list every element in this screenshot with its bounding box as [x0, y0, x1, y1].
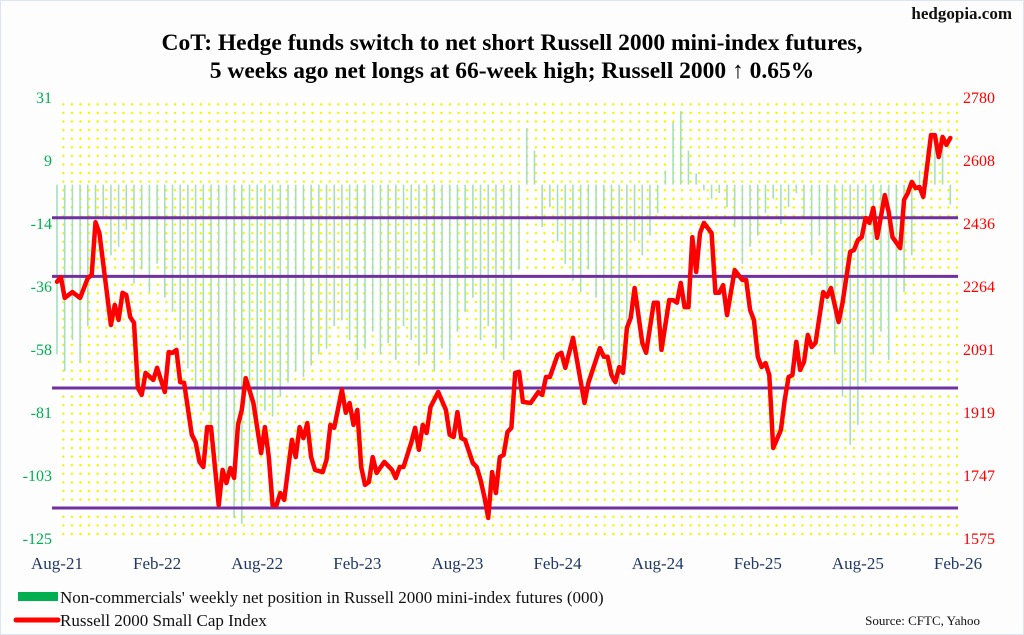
chart-title-line-2: 5 weeks ago net longs at 66-week high; R… [210, 58, 814, 84]
x-tick-label: Feb-23 [333, 554, 381, 573]
right-tick-label: 2091 [963, 342, 995, 359]
x-axis-ticks: Aug-21 Feb-22 Aug-22 Feb-23 Aug-23 Feb-24 Aug-… [31, 554, 982, 573]
x-tick-label: Feb-22 [133, 554, 181, 573]
left-tick-label: -58 [31, 342, 52, 359]
left-axis-ticks: 31 9 -14 -36 -58 -81 -103 -125 [23, 90, 52, 548]
x-tick-label: Feb-25 [734, 554, 782, 573]
x-tick-label: Feb-26 [934, 554, 982, 573]
legend-swatch-bars [18, 592, 58, 601]
x-tick-label: Aug-24 [632, 554, 684, 573]
x-tick-label: Aug-22 [231, 554, 283, 573]
plot-area [57, 97, 958, 538]
horizontal-levels [52, 216, 958, 510]
left-tick-label: -81 [31, 405, 52, 422]
left-tick-label: -103 [23, 468, 52, 485]
x-tick-label: Aug-23 [431, 554, 483, 573]
right-tick-label: 1919 [963, 405, 995, 422]
right-tick-label: 2780 [963, 90, 995, 107]
chart-title-line-1: CoT: Hedge funds switch to net short Rus… [162, 30, 863, 56]
x-tick-label: Aug-25 [832, 554, 884, 573]
x-tick-label: Feb-24 [533, 554, 582, 573]
left-tick-label: -14 [31, 216, 52, 233]
right-tick-label: 2436 [963, 216, 995, 233]
left-tick-label: 9 [44, 153, 52, 170]
left-tick-label: -125 [23, 531, 52, 548]
x-tick-label: Aug-21 [31, 554, 83, 573]
right-tick-label: 2264 [963, 279, 995, 296]
left-tick-label: 31 [36, 90, 52, 107]
left-tick-label: -36 [31, 279, 52, 296]
site-watermark: hedgopia.com [911, 4, 1012, 23]
russell-2000-line [54, 132, 953, 521]
right-tick-label: 2608 [963, 153, 995, 170]
source-note: Source: CFTC, Yahoo [865, 613, 980, 628]
legend-label-bars: Non-commercials' weekly net position in … [60, 588, 604, 607]
position-bars [56, 111, 952, 524]
right-axis-ticks: 2780 2608 2436 2264 2091 1919 1747 1575 [963, 90, 995, 548]
legend-label-line: Russell 2000 Small Cap Index [60, 611, 267, 630]
right-tick-label: 1575 [963, 531, 995, 548]
right-tick-label: 1747 [963, 468, 995, 485]
